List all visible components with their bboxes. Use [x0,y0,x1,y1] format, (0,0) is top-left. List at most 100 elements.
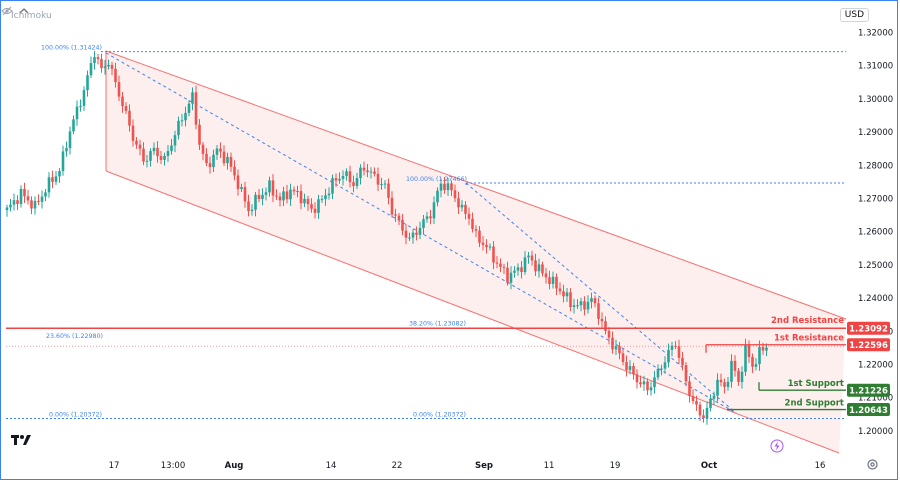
resistance-price-tag [847,338,890,352]
candle-body [569,292,572,307]
fib-label: 100.00% (1.27466) [406,176,467,183]
candle-body [457,198,460,208]
candle-body [16,200,19,204]
candle-body [107,64,110,67]
time-axis[interactable]: 17 13:00 Aug 14 22 Sep 11 19 Oct 16 [109,461,826,471]
candle-body [275,195,278,197]
candle-body [460,204,464,208]
candle-body [656,368,660,378]
candle-body [649,387,653,391]
candle-body [744,345,747,372]
candle-body [663,362,667,369]
candle-body [628,366,632,370]
candle-body [705,407,709,419]
candle-body [47,177,51,193]
y-tick-label: 1.26000 [858,228,893,238]
candle-body [163,155,166,160]
gear-icon[interactable] [866,458,879,471]
price-axis[interactable]: 1.32000 1.31000 1.30000 1.29000 1.28000 1.270… [858,29,893,437]
candle-body [572,305,576,307]
candle-body [723,382,726,387]
candle-body [502,266,506,268]
candle-body [754,364,758,367]
candle-body [733,360,737,371]
candle-body [530,255,534,261]
candle-body [208,163,212,168]
currency-selector[interactable]: USD [839,8,869,22]
candle-body [54,176,58,182]
candle-body [40,196,44,202]
candle-body [408,237,411,239]
candle-body [229,156,233,167]
candle-body [26,196,30,201]
indicator-name[interactable]: Ichimoku [11,11,52,21]
candle-body [404,230,408,238]
candle-body [464,204,467,214]
candle-body [313,208,317,213]
candle-body [19,188,23,204]
fib-label: 23.60% (1.22980) [46,333,103,340]
candle-body [114,68,117,83]
candle-body [387,183,390,198]
candle-body [544,273,548,278]
candle-body [492,246,495,263]
candle-body [415,232,418,235]
candle-body [418,227,422,235]
candle-body [37,200,40,202]
candle-body [110,64,114,69]
candle-body [247,201,250,212]
candle-body [68,131,72,149]
candle-body [716,379,719,396]
candle-body [471,218,474,230]
candle-body [667,349,670,363]
lightning-icon[interactable] [770,439,784,453]
y-tick-label: 1.21000 [858,394,893,404]
descending-channel [105,50,847,454]
candle-body [632,366,635,375]
x-tick-label: 13:00 [161,461,186,471]
chevron-up-icon[interactable] [18,6,30,16]
candle-body [523,257,527,273]
level-label: 1st Resistance [774,334,844,344]
candle-body [184,112,187,121]
candle-body [103,66,107,69]
candle-body [89,63,93,76]
candle-body [590,298,593,302]
candle-body [317,199,320,213]
candle-body [642,381,646,385]
candle-body [674,345,677,347]
tradingview-logo[interactable] [11,433,31,447]
y-tick-label: 1.27000 [858,195,893,205]
fib-label: 38.20% (1.23082) [409,321,466,328]
y-tick-label: 1.28000 [858,161,893,171]
candle-body [702,415,705,419]
y-tick-label: 1.20000 [858,427,893,437]
candle-body [170,145,173,152]
candle-body [194,92,198,125]
candle-body [579,301,583,306]
candle-body [446,183,450,191]
candle-body [369,171,373,173]
candle-body [709,398,712,408]
candle-body [240,187,243,190]
candle-body [215,148,219,155]
eye-icon[interactable] [1,6,13,16]
candle-body [758,347,761,365]
candle-body [198,124,201,145]
candle-body [751,356,754,367]
candle-body [341,175,345,179]
price-tag-label: 1.20643 [849,406,888,416]
x-tick-label: Oct [701,461,717,471]
candle-body [565,292,569,297]
level-label: 2nd Support [785,399,844,409]
candlestick-series [5,51,768,425]
fibonacci-lines: 100.00% (1.31424) 100.00% (1.27466) 38.20%… [6,45,846,420]
candle-body [698,404,702,416]
candle-body [625,361,628,370]
candle-body [72,119,75,132]
candle-body [156,147,159,157]
candle-body [82,90,86,106]
candle-body [541,264,544,274]
candle-body [586,301,590,310]
